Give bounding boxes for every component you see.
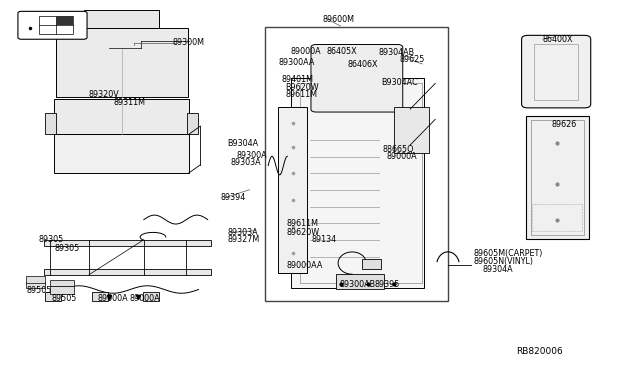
Bar bbox=[278, 106, 307, 273]
Text: 89611M: 89611M bbox=[285, 90, 317, 99]
Text: 89000A: 89000A bbox=[291, 47, 321, 56]
Text: 89303A: 89303A bbox=[230, 158, 261, 167]
Bar bbox=[26, 282, 45, 288]
Text: 89300AA: 89300AA bbox=[278, 58, 315, 67]
Text: 89320V: 89320V bbox=[88, 90, 119, 99]
Text: 89605M(CARPET): 89605M(CARPET) bbox=[474, 249, 543, 258]
Text: 89000A: 89000A bbox=[129, 294, 160, 303]
Text: 89300AB: 89300AB bbox=[339, 280, 375, 289]
Text: 89311M: 89311M bbox=[114, 98, 146, 107]
Text: 89305: 89305 bbox=[54, 244, 79, 253]
Text: 89304AB: 89304AB bbox=[379, 48, 415, 57]
Text: 89505: 89505 bbox=[51, 294, 77, 303]
Text: B9620W: B9620W bbox=[285, 83, 319, 92]
Text: 89605N(VINYL): 89605N(VINYL) bbox=[474, 257, 534, 266]
Bar bbox=[291, 78, 424, 288]
Bar bbox=[54, 99, 189, 134]
Text: 89304A: 89304A bbox=[483, 265, 513, 274]
Bar bbox=[92, 292, 108, 301]
Bar bbox=[56, 16, 73, 25]
Bar bbox=[526, 116, 589, 239]
Bar bbox=[45, 113, 56, 134]
Bar bbox=[44, 269, 211, 275]
FancyBboxPatch shape bbox=[18, 12, 87, 39]
Bar bbox=[54, 134, 189, 173]
Bar bbox=[337, 274, 383, 289]
Bar bbox=[50, 286, 74, 294]
Bar bbox=[26, 276, 45, 283]
Text: 89625: 89625 bbox=[399, 55, 425, 64]
Text: 86405X: 86405X bbox=[326, 47, 357, 56]
Bar bbox=[187, 113, 198, 134]
Text: 86400X: 86400X bbox=[543, 35, 573, 44]
Text: 89000A: 89000A bbox=[387, 153, 417, 161]
Bar bbox=[316, 48, 397, 109]
Bar bbox=[265, 27, 448, 301]
Bar bbox=[50, 280, 74, 286]
Bar bbox=[534, 44, 578, 100]
Text: 89134: 89134 bbox=[311, 235, 336, 244]
FancyBboxPatch shape bbox=[522, 35, 591, 108]
Bar bbox=[45, 292, 61, 301]
Bar bbox=[38, 16, 73, 35]
Text: 89505: 89505 bbox=[27, 286, 52, 295]
Text: 89000A: 89000A bbox=[97, 294, 128, 303]
Bar bbox=[44, 240, 211, 246]
Text: RB820006: RB820006 bbox=[516, 347, 563, 356]
FancyBboxPatch shape bbox=[311, 45, 403, 112]
Bar bbox=[84, 10, 159, 28]
Text: 89620W: 89620W bbox=[287, 228, 320, 237]
Bar bbox=[394, 106, 429, 153]
Text: 89394: 89394 bbox=[221, 193, 246, 202]
Text: 89611M: 89611M bbox=[287, 219, 319, 228]
Bar bbox=[56, 28, 188, 97]
Text: 89000AA: 89000AA bbox=[287, 262, 323, 270]
Text: 89600M: 89600M bbox=[323, 15, 355, 24]
Text: 88665Q: 88665Q bbox=[383, 145, 414, 154]
Text: 89300M: 89300M bbox=[173, 38, 205, 47]
Text: 86406X: 86406X bbox=[348, 60, 378, 69]
Text: 89327M: 89327M bbox=[227, 235, 259, 244]
Bar bbox=[531, 120, 584, 235]
Bar bbox=[300, 83, 422, 283]
Text: 89305: 89305 bbox=[38, 235, 63, 244]
Text: 89300A: 89300A bbox=[237, 151, 268, 160]
Text: 89303A: 89303A bbox=[227, 228, 258, 237]
Bar bbox=[362, 259, 381, 269]
Bar bbox=[143, 292, 159, 301]
Text: 89395: 89395 bbox=[374, 280, 400, 289]
Text: B9304AC: B9304AC bbox=[381, 78, 418, 87]
Text: 89626: 89626 bbox=[552, 120, 577, 129]
Text: B9304A: B9304A bbox=[227, 139, 259, 148]
Text: 89401M: 89401M bbox=[282, 76, 314, 84]
Bar bbox=[532, 204, 582, 231]
